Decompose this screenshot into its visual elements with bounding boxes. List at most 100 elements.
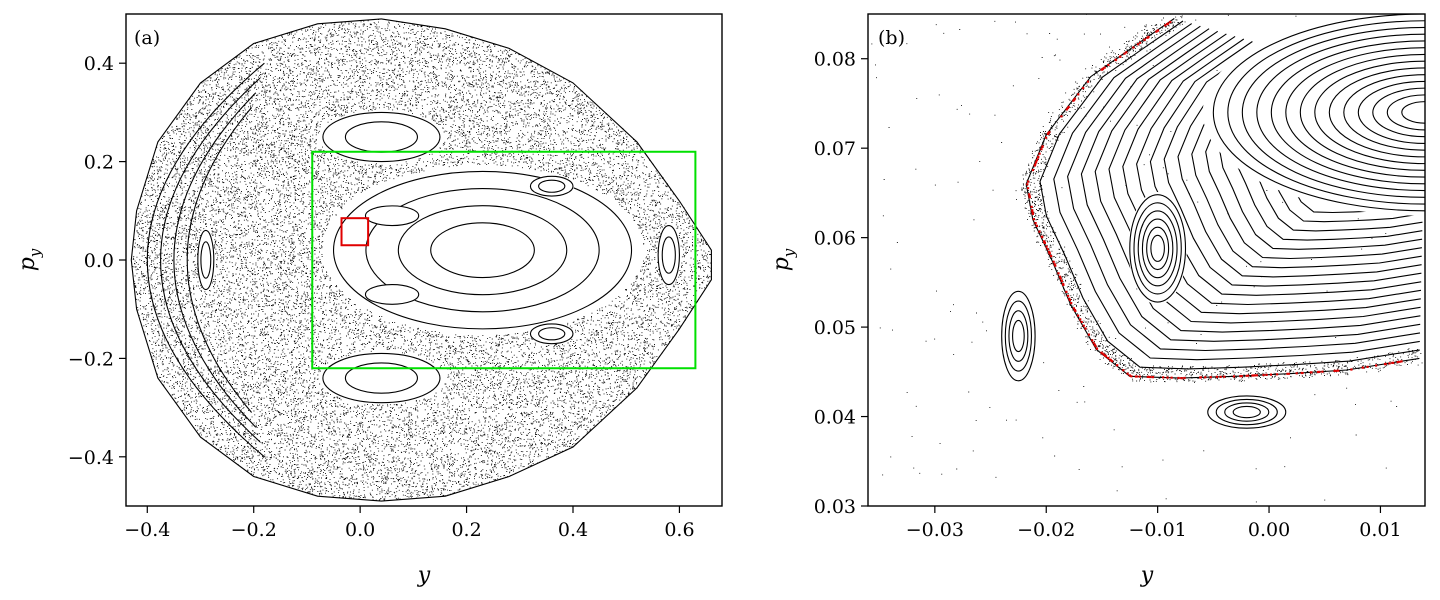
panel-a-invariant-curve xyxy=(365,188,600,313)
panel-b-y-tick-label: 0.03 xyxy=(814,496,856,518)
panel-a-island-clear xyxy=(319,352,443,404)
panel-a-invariant-curve xyxy=(200,241,212,279)
panel-a-y-tick-label: −0.4 xyxy=(68,447,114,469)
panel-b-invariant-curve xyxy=(1232,405,1261,419)
panel-a-red-zoom-box xyxy=(340,217,370,247)
panel-b: −0.03 −0.02 −0.01 0.00 0.01 0.03 0.04 0.05 0.06 0… xyxy=(769,13,1426,588)
panel-b-flow-curve xyxy=(1067,25,1421,352)
panel-b-invariant-curve xyxy=(1207,395,1287,429)
panel-a-island-clear xyxy=(326,167,639,333)
panel-a-invariant-curve xyxy=(430,222,535,279)
panel-b-y-axis-label-sub: y xyxy=(780,248,798,258)
panel-a-island-clear xyxy=(529,323,575,345)
panel-a-invariant-curve xyxy=(322,111,441,163)
panel-a-invariant-curve xyxy=(538,327,566,341)
panel-b-island-clear xyxy=(1202,14,1425,216)
panel-b-y-tick-label: 0.08 xyxy=(814,49,856,71)
panel-a-annotations xyxy=(311,150,697,370)
panel-a-left-crescent-curve xyxy=(146,62,265,458)
panel-a-label: (a) xyxy=(134,27,160,49)
panel-a-left-crescent-curve xyxy=(173,92,257,428)
panel-a-invariant-curve xyxy=(529,175,574,197)
panel-b-plot-area xyxy=(871,14,1425,503)
panel-b-ticks: −0.03 −0.02 −0.01 0.00 0.01 0.03 0.04 0.05 0.06 0… xyxy=(814,49,1402,541)
panel-a-x-tick-label: −0.4 xyxy=(124,519,170,541)
panel-a-invariant-curve xyxy=(397,205,568,296)
panel-a-invariant-curve xyxy=(364,284,420,305)
panel-b-flow-curve xyxy=(1025,18,1420,379)
panel-a-left-crescent-curve xyxy=(186,107,253,413)
panel-a-x-axis-label: y xyxy=(417,563,431,588)
panel-a-island-clear xyxy=(197,229,215,291)
panel-b-invariant-curve xyxy=(1146,226,1170,271)
panel-a-invariant-curve xyxy=(538,179,566,193)
panel-b-invariant-curve xyxy=(1137,210,1178,287)
panel-b-invariant-curve xyxy=(1224,402,1270,422)
panel-b-invariant-curve xyxy=(1357,80,1425,144)
panel-b-invariant-curve xyxy=(1386,94,1425,131)
panel-b-invariant-curve xyxy=(1008,310,1029,362)
panel-b-invariant-curve xyxy=(1129,194,1187,303)
panel-b-invariant-curve xyxy=(1133,202,1182,295)
panel-b-invariant-curve xyxy=(1328,67,1425,158)
panel-a-island-clear xyxy=(529,175,575,197)
panel-b-invariant-curve xyxy=(1215,398,1278,426)
panel-b-invariant-curve xyxy=(1150,234,1165,262)
panel-b-flow-curve xyxy=(1163,43,1422,287)
panel-a-x-tick-label: 0.0 xyxy=(345,519,375,541)
panel-b-y-tick-label: 0.05 xyxy=(814,317,856,339)
panel-a-ticks: −0.4 −0.2 0.0 0.2 0.4 0.6 −0.4 −0.2 0.0 0.2 0.4 xyxy=(68,53,695,541)
panel-b-label: (b) xyxy=(878,27,905,49)
panel-b-invariant-curve xyxy=(1270,40,1425,185)
panel-a-x-tick-label: 0.2 xyxy=(451,519,481,541)
panel-a-island-clear xyxy=(319,111,443,163)
panel-a-island-clear xyxy=(657,224,680,287)
panel-a-y-tick-label: −0.2 xyxy=(68,348,114,370)
panel-b-invariant-curve xyxy=(1004,300,1033,372)
panel-a-y-axis-label-main: p xyxy=(15,257,40,271)
panel-a-y-tick-label: 0.0 xyxy=(84,250,114,272)
panel-a-invariant-curve xyxy=(661,236,676,274)
panel-b-y-tick-label: 0.07 xyxy=(814,138,856,160)
panel-b-invariant-curve xyxy=(1299,53,1425,171)
panel-b-y-tick-label: 0.04 xyxy=(814,407,856,429)
panel-a-outer-boundary xyxy=(130,18,712,502)
panel-b-y-axis-label-main: p xyxy=(769,257,794,271)
panel-b-frame xyxy=(867,13,1426,507)
panel-b-invariant-curve xyxy=(1227,20,1425,205)
panel-a-invariant-curve xyxy=(322,352,441,404)
panel-b-y-axis-label: py xyxy=(769,248,798,271)
panel-b-invariant-curve xyxy=(1001,290,1036,382)
panel-a-y-axis-label: py xyxy=(15,248,44,271)
panel-a-left-crescent-curve xyxy=(160,77,261,443)
panel-b-x-axis-label: y xyxy=(1140,563,1154,588)
panel-b-x-tick-label: 0.01 xyxy=(1359,519,1401,541)
panel-b-y-tick-label: 0.06 xyxy=(814,228,856,250)
panel-b-red-separatrix xyxy=(1026,20,1403,380)
panel-a-invariant-curve xyxy=(344,362,419,394)
panel-a-invariant-curve xyxy=(197,229,215,291)
panel-b-invariant-curve xyxy=(1141,218,1174,279)
panel-b-x-tick-label: −0.02 xyxy=(1017,519,1075,541)
panel-b-x-tick-label: −0.03 xyxy=(906,519,964,541)
panel-b-flow-curve xyxy=(1080,28,1421,342)
panel-b-flow-curve xyxy=(1053,23,1420,361)
panel-a-green-zoom-box xyxy=(311,150,697,370)
panel-a-y-axis-label-sub: y xyxy=(26,248,44,258)
panel-a-x-tick-label: 0.4 xyxy=(558,519,588,541)
panel-a-island-clear xyxy=(364,205,421,227)
panel-a-invariant-curve xyxy=(332,170,633,330)
panel-a-invariant-curve xyxy=(529,323,574,345)
panel-b-invariant-curve xyxy=(1285,47,1425,178)
panel-b-island-clear xyxy=(1205,395,1288,429)
panel-a-plot-area xyxy=(130,18,712,502)
panel-a-x-tick-label: −0.2 xyxy=(231,519,277,541)
panel-a-island-clear xyxy=(364,284,421,305)
panel-a-y-tick-label: 0.2 xyxy=(84,152,114,174)
panel-b-island-clear xyxy=(1128,192,1187,305)
panel-b-invariant-curve xyxy=(1401,101,1425,124)
panel-a: −0.4 −0.2 0.0 0.2 0.4 0.6 −0.4 −0.2 0.0 0.2 0.4 (a… xyxy=(15,13,723,588)
panel-b-island-clear xyxy=(1000,289,1036,384)
panel-b-x-tick-label: 0.00 xyxy=(1248,519,1290,541)
